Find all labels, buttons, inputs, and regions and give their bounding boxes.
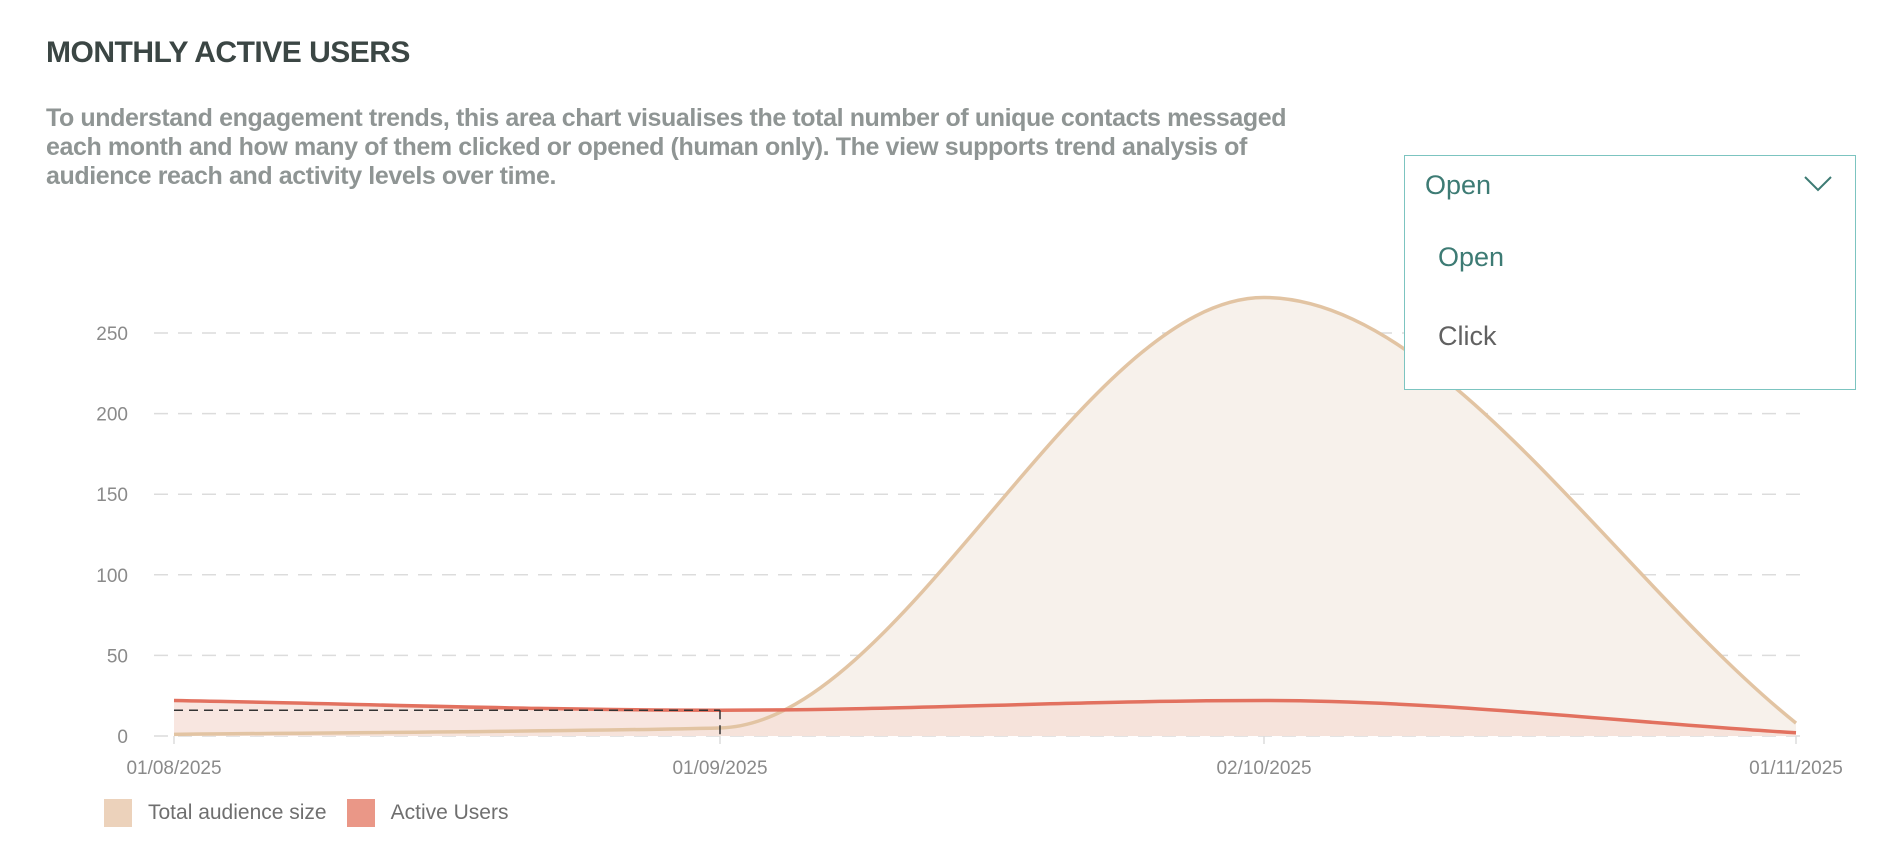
dropdown-option-open[interactable]: Open — [1438, 242, 1505, 272]
legend-swatch-total-audience — [104, 799, 132, 827]
legend-item-active-users[interactable]: Active Users — [346, 799, 509, 827]
chart-lines — [173, 295, 1798, 737]
chevron-down-icon — [1804, 176, 1832, 192]
area-total-audience — [174, 297, 1796, 736]
x-axis-ticks: 01/08/2025 01/09/2025 02/10/2025 01/11/2025 — [126, 736, 1843, 779]
y-axis-ticks: 0 50 100 150 200 250 — [96, 324, 128, 748]
y-tick-label-0: 0 — [117, 727, 128, 748]
area-chart: 0 50 100 150 200 250 01/08/2025 01/09/2025 02/1… — [96, 295, 1843, 779]
y-tick-label-100: 100 — [96, 566, 128, 587]
y-tick-label-150: 150 — [96, 485, 128, 506]
legend-label-active-users: Active Users — [390, 801, 509, 824]
legend-swatch-active-users — [346, 799, 375, 827]
y-tick-label-250: 250 — [96, 324, 128, 345]
dropdown-selected-value: Open — [1425, 170, 1492, 200]
x-tick-label-2: 02/10/2025 — [1216, 758, 1311, 779]
y-tick-label-200: 200 — [96, 405, 128, 426]
chart-legend: Total audience size Active Users — [104, 798, 528, 828]
x-tick-label-3: 01/11/2025 — [1749, 758, 1843, 779]
legend-label-total-audience: Total audience size — [148, 801, 327, 824]
dropdown-option-click[interactable]: Click — [1438, 321, 1497, 351]
y-tick-label-50: 50 — [107, 646, 128, 667]
dropdown-options: Open Click — [1405, 218, 1855, 376]
page-title: MONTHLY ACTIVE USERS — [46, 36, 410, 69]
metric-dropdown[interactable]: Open Open Click — [1404, 155, 1856, 390]
chart-description: To understand engagement trends, this ar… — [46, 104, 1287, 190]
line-total-audience — [173, 295, 1798, 737]
line-active-users — [173, 698, 1797, 735]
dropdown-toggle[interactable]: Open — [1405, 156, 1855, 218]
hover-crosshair — [174, 709, 721, 736]
x-tick-label-0: 01/08/2025 — [126, 758, 221, 779]
x-tick-label-1: 01/09/2025 — [672, 758, 767, 779]
legend-item-total-audience[interactable]: Total audience size — [104, 799, 327, 827]
